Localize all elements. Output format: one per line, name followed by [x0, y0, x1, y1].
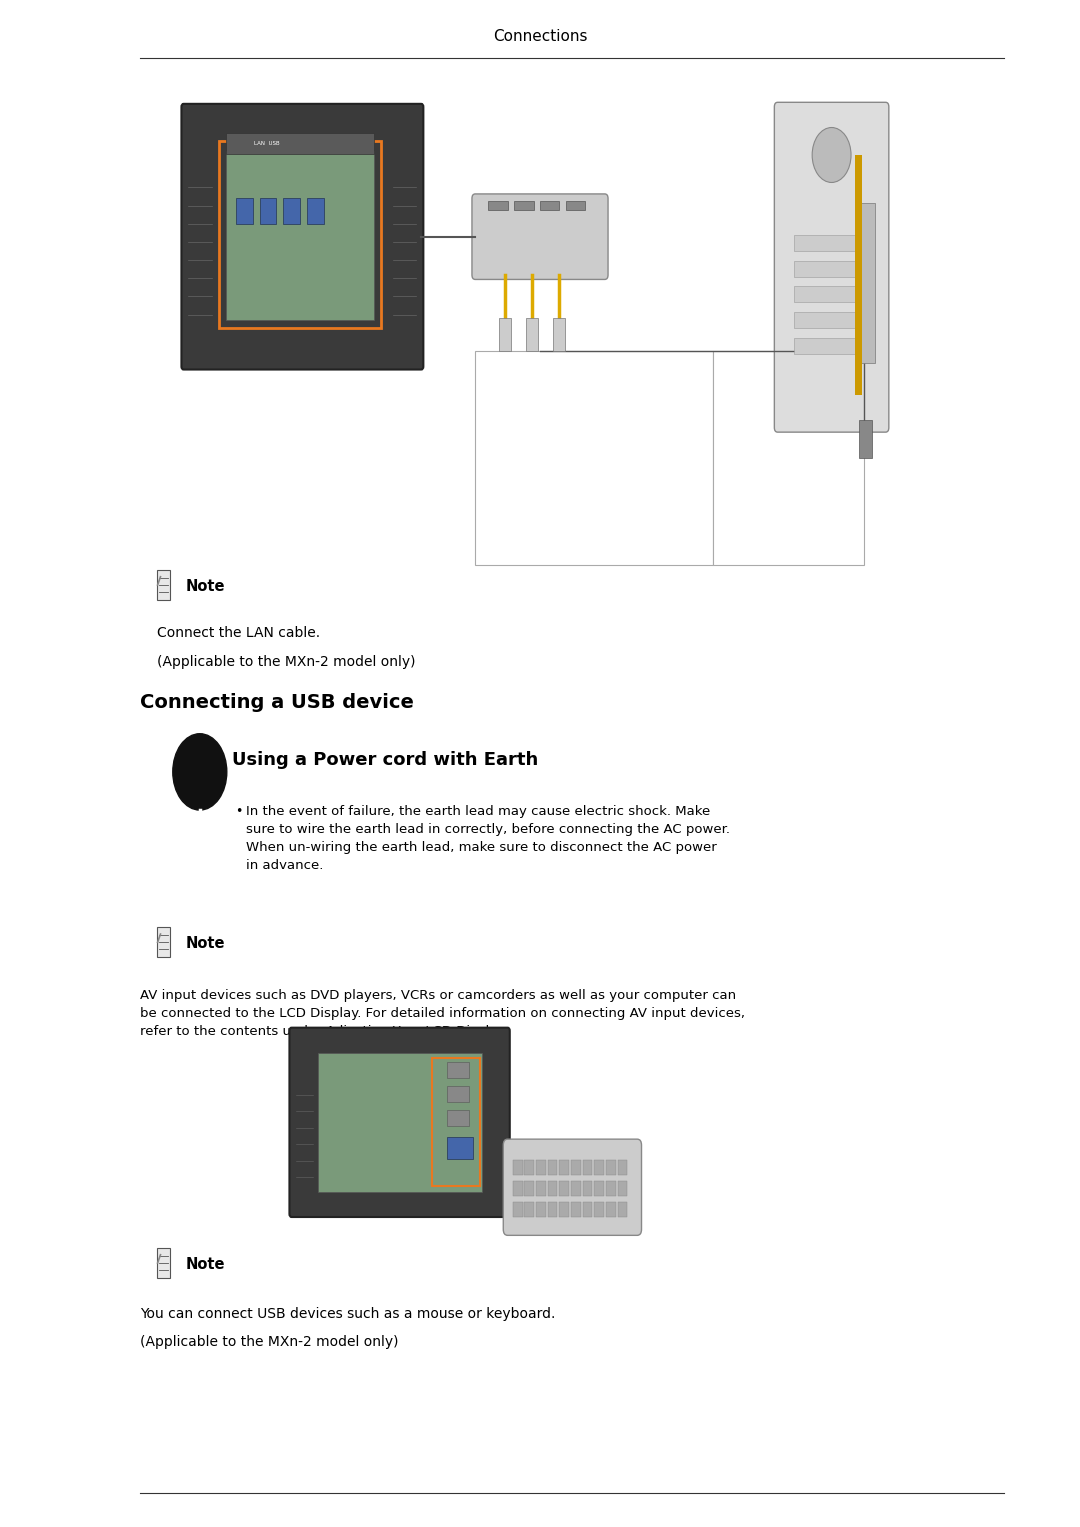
Bar [475, 351, 713, 565]
Text: Note: Note [186, 579, 226, 594]
Bar [571, 1202, 581, 1217]
Bar [513, 1202, 523, 1217]
Bar [219, 140, 381, 328]
Bar [235, 197, 253, 223]
Bar [525, 1180, 535, 1196]
Bar [227, 151, 374, 319]
Bar [525, 1159, 535, 1174]
Bar [794, 261, 869, 276]
Text: Connect the LAN cable.: Connect the LAN cable. [157, 626, 320, 640]
Bar [559, 1202, 569, 1217]
Bar [227, 133, 374, 154]
Bar [432, 1058, 480, 1186]
Bar [499, 318, 511, 351]
Bar [553, 318, 565, 351]
Bar [794, 312, 869, 328]
Bar [559, 1159, 569, 1174]
Bar [559, 1180, 569, 1196]
Text: AV input devices such as DVD players, VCRs or camcorders as well as your compute: AV input devices such as DVD players, VC… [140, 989, 745, 1038]
Bar [606, 1159, 616, 1174]
Bar [307, 197, 324, 223]
Polygon shape [157, 927, 171, 957]
FancyBboxPatch shape [472, 194, 608, 279]
Bar [594, 1202, 604, 1217]
Bar [447, 1138, 473, 1159]
Bar [525, 1202, 535, 1217]
Bar [594, 1159, 604, 1174]
Bar [606, 1180, 616, 1196]
Bar [794, 337, 869, 354]
Bar [526, 318, 538, 351]
Bar [513, 1159, 523, 1174]
Bar [859, 203, 875, 363]
Bar [583, 1180, 593, 1196]
Polygon shape [157, 1248, 171, 1278]
Bar [318, 1052, 482, 1193]
Bar [859, 420, 872, 458]
Bar [514, 200, 534, 211]
Bar [566, 200, 585, 211]
Bar [606, 1202, 616, 1217]
Bar [583, 1202, 593, 1217]
Bar [536, 1202, 545, 1217]
Text: LAN  USB: LAN USB [254, 140, 280, 145]
Bar [447, 1061, 469, 1078]
Bar [571, 1159, 581, 1174]
Bar [855, 154, 862, 395]
Bar [447, 1110, 469, 1125]
Bar [548, 1202, 557, 1217]
Polygon shape [157, 570, 171, 600]
Bar [447, 1086, 469, 1102]
Bar [618, 1202, 627, 1217]
Text: You can connect USB devices such as a mouse or keyboard.: You can connect USB devices such as a mo… [140, 1307, 556, 1321]
Text: Note: Note [186, 1257, 226, 1272]
FancyBboxPatch shape [503, 1139, 642, 1235]
Text: Connecting a USB device: Connecting a USB device [140, 693, 415, 712]
FancyBboxPatch shape [289, 1028, 510, 1217]
Bar [513, 1180, 523, 1196]
Bar [548, 1180, 557, 1196]
Circle shape [812, 128, 851, 183]
Text: In the event of failure, the earth lead may cause electric shock. Make
sure to w: In the event of failure, the earth lead … [246, 805, 730, 872]
Bar [618, 1159, 627, 1174]
Bar [794, 235, 869, 250]
Bar [536, 1180, 545, 1196]
Text: Connections: Connections [492, 29, 588, 44]
Circle shape [173, 734, 227, 809]
Bar [540, 200, 559, 211]
Bar [594, 1180, 604, 1196]
Bar [713, 351, 864, 565]
Text: •: • [235, 805, 243, 818]
Bar [259, 197, 276, 223]
Bar [283, 197, 300, 223]
Text: Note: Note [186, 936, 226, 951]
Bar [794, 287, 869, 302]
Bar [488, 200, 508, 211]
FancyBboxPatch shape [774, 102, 889, 432]
Bar [571, 1180, 581, 1196]
Bar [583, 1159, 593, 1174]
Bar [536, 1159, 545, 1174]
Bar [618, 1180, 627, 1196]
FancyBboxPatch shape [181, 104, 423, 370]
Text: Using a Power cord with Earth: Using a Power cord with Earth [232, 751, 539, 770]
Bar [548, 1159, 557, 1174]
Text: (Applicable to the MXn-2 model only): (Applicable to the MXn-2 model only) [140, 1335, 399, 1348]
Text: (Applicable to the MXn-2 model only): (Applicable to the MXn-2 model only) [157, 655, 415, 669]
